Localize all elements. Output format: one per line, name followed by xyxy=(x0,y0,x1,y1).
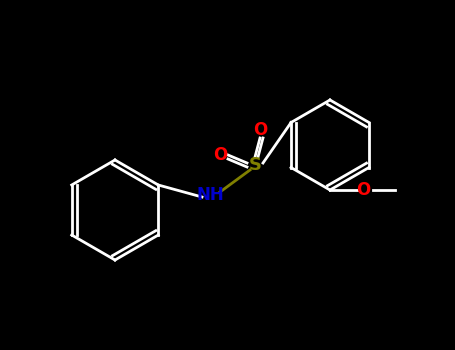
Text: O: O xyxy=(213,146,227,164)
Text: NH: NH xyxy=(196,186,224,204)
Text: O: O xyxy=(356,181,370,199)
Text: O: O xyxy=(253,121,267,139)
Text: S: S xyxy=(248,156,262,174)
